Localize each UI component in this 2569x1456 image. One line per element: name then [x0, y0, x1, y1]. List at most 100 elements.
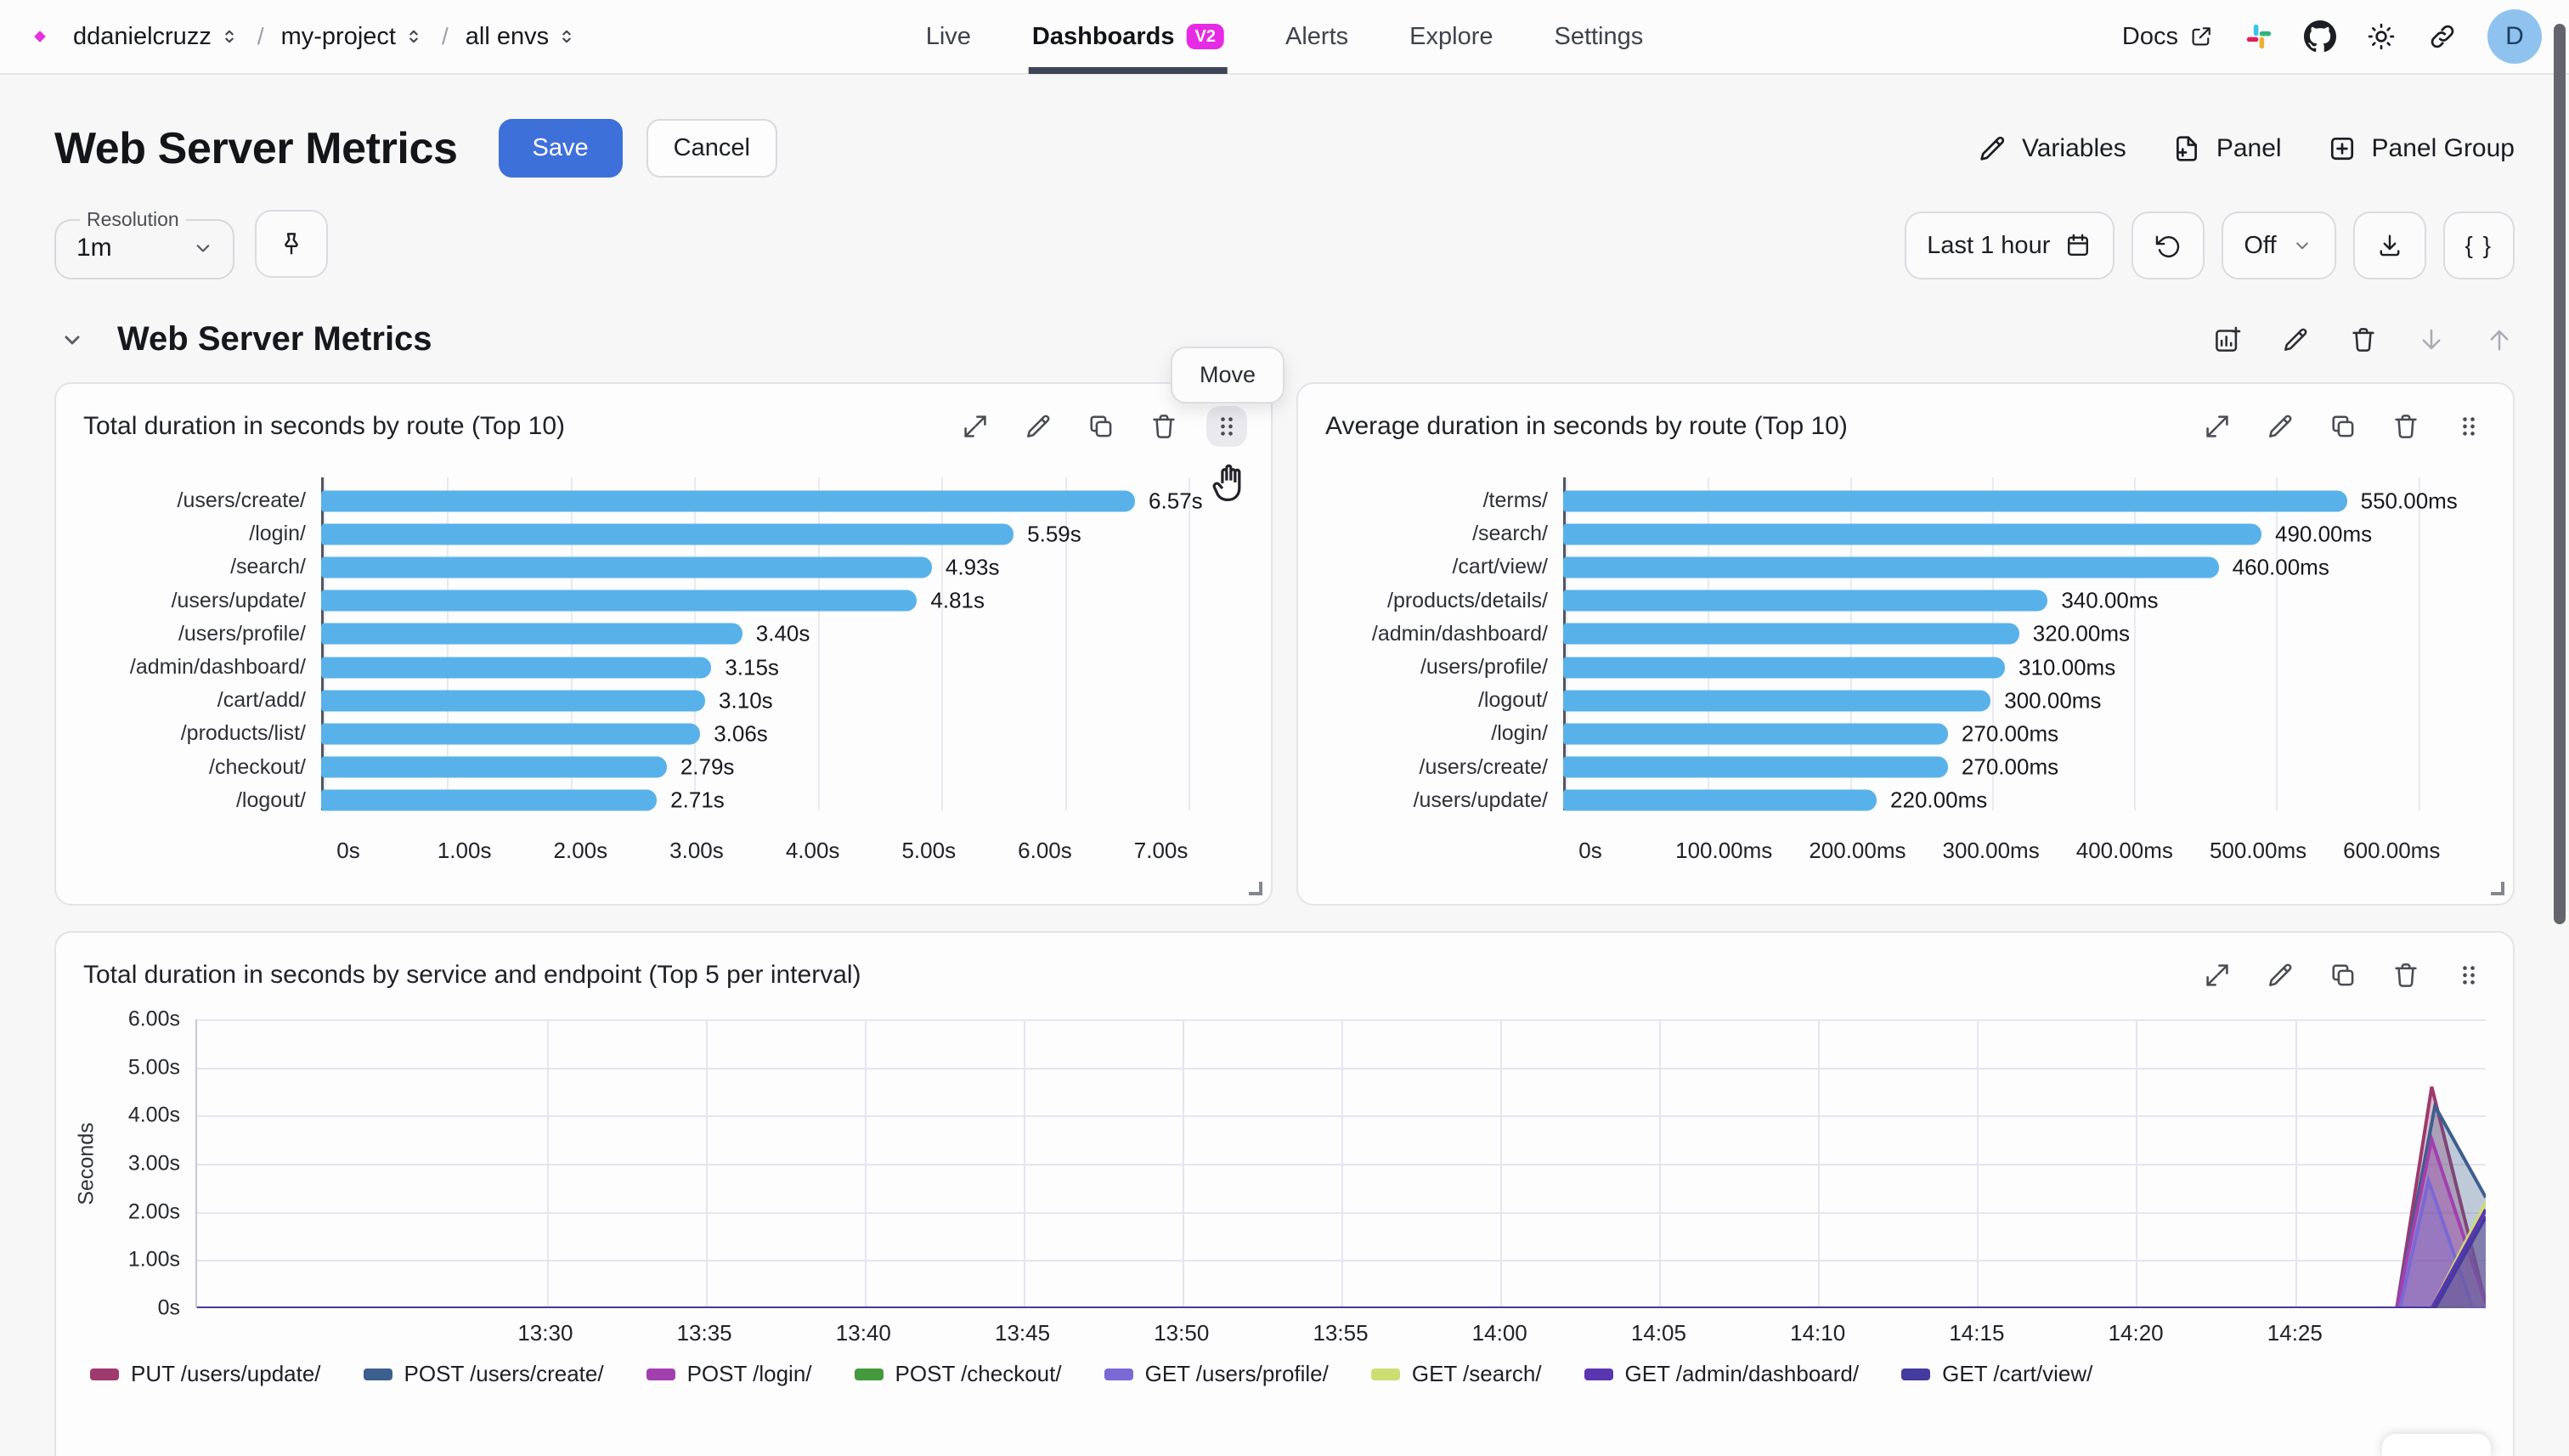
docs-link[interactable]: Docs [2122, 23, 2214, 51]
duplicate-icon [1086, 411, 1116, 442]
bar[interactable] [321, 556, 932, 578]
add-panel-button[interactable]: Panel [2171, 133, 2282, 165]
legend-item[interactable]: POST /users/create/ [363, 1361, 604, 1387]
bar[interactable] [321, 756, 667, 778]
bar[interactable] [1563, 756, 1948, 778]
add-chart-button[interactable] [2212, 324, 2243, 355]
duplicate-button[interactable] [2323, 955, 2363, 996]
bar[interactable] [1563, 723, 1948, 745]
tab-live[interactable]: Live [926, 0, 971, 74]
move-up-button[interactable] [2484, 324, 2515, 355]
bar[interactable] [1563, 523, 2261, 545]
edit-button[interactable] [2260, 406, 2301, 447]
duplicate-button[interactable] [2323, 406, 2363, 447]
bar-category-label: /cart/add/ [217, 688, 306, 713]
tab-alerts[interactable]: Alerts [1285, 0, 1348, 74]
resolution-select[interactable]: Resolution 1m [54, 208, 234, 279]
download-button[interactable] [2352, 212, 2426, 279]
legend-item[interactable]: GET /users/profile/ [1104, 1361, 1329, 1387]
legend-item[interactable]: GET /cart/view/ [1901, 1361, 2092, 1387]
bar[interactable] [321, 690, 706, 712]
bar[interactable] [1563, 623, 2019, 645]
bar-row: /admin/dashboard/3.15s [83, 651, 1240, 684]
refresh-button[interactable] [2131, 212, 2205, 279]
drag-handle-button[interactable] [1206, 406, 1247, 447]
bar-track: 320.00ms [1563, 618, 2482, 651]
resolution-label: Resolution [87, 208, 179, 230]
duplicate-button[interactable] [1081, 406, 1121, 447]
theme-toggle-button[interactable] [2365, 20, 2397, 53]
tab-label: Alerts [1285, 22, 1349, 50]
bar[interactable] [321, 490, 1136, 512]
breadcrumb-org[interactable]: ddanielcruzz [73, 23, 240, 51]
bar-value-label: 270.00ms [1961, 720, 2059, 747]
save-button[interactable]: Save [498, 119, 623, 178]
slack-icon [2243, 20, 2275, 53]
expand-button[interactable] [2197, 955, 2238, 996]
move-down-button[interactable] [2416, 324, 2447, 355]
delete-button[interactable] [2386, 406, 2426, 447]
drag-handle-button[interactable] [2448, 955, 2489, 996]
auto-refresh-select[interactable]: Off [2222, 212, 2336, 279]
slack-button[interactable] [2243, 20, 2275, 53]
github-button[interactable] [2304, 20, 2336, 53]
duplicate-icon [2328, 960, 2358, 990]
breadcrumb-project-label: my-project [280, 22, 396, 50]
bar-track: 270.00ms [1563, 751, 2482, 784]
bar[interactable] [1563, 690, 1991, 712]
bar[interactable] [321, 657, 712, 679]
resize-handle[interactable] [1249, 882, 1262, 895]
legend-item[interactable]: GET /search/ [1370, 1361, 1542, 1387]
json-view-button[interactable]: { } [2442, 212, 2515, 279]
cancel-button[interactable]: Cancel [646, 119, 777, 178]
add-panel-group-button[interactable]: Panel Group [2326, 133, 2515, 165]
bar[interactable] [1563, 590, 2048, 612]
gridline [864, 1019, 867, 1308]
legend-item[interactable]: POST /login/ [646, 1361, 812, 1387]
breadcrumb-env-label: all envs [465, 22, 550, 50]
breadcrumb-environment[interactable]: all envs [466, 23, 578, 51]
expand-button[interactable] [955, 406, 996, 447]
series-line [197, 1202, 2486, 1308]
panel-average-duration-by-route: Average duration in seconds by route (To… [1296, 382, 2515, 906]
avatar[interactable]: D [2487, 9, 2542, 64]
tab-settings[interactable]: Settings [1554, 0, 1643, 74]
bar-category-label: /checkout/ [209, 754, 306, 779]
delete-button[interactable] [1143, 406, 1184, 447]
delete-button[interactable] [2386, 955, 2426, 996]
tab-explore[interactable]: Explore [1409, 0, 1493, 74]
bar[interactable] [1563, 490, 2347, 512]
edit-button[interactable] [2280, 324, 2311, 355]
bar[interactable] [321, 789, 658, 811]
expand-button[interactable] [2197, 406, 2238, 447]
x-tick-label: 5.00s [901, 837, 957, 863]
bar[interactable] [321, 723, 701, 745]
vertical-scrollbar-thumb[interactable] [2554, 24, 2566, 924]
edit-button[interactable] [1018, 406, 1059, 447]
time-range-button[interactable]: Last 1 hour [1905, 212, 2115, 279]
share-link-button[interactable] [2426, 20, 2459, 53]
tab-dashboards[interactable]: Dashboards V2 [1028, 0, 1228, 74]
bar[interactable] [1563, 789, 1877, 811]
edit-button[interactable] [2260, 955, 2301, 996]
gridline [1818, 1019, 1821, 1308]
pin-button[interactable] [255, 210, 328, 278]
title-actions: Variables Panel Panel Group [1976, 133, 2515, 165]
breadcrumb-project[interactable]: my-project [281, 23, 425, 51]
delete-button[interactable] [2348, 324, 2379, 355]
bar[interactable] [1563, 657, 2006, 679]
bar[interactable] [321, 623, 742, 645]
bar[interactable] [321, 523, 1014, 545]
bar-track: 270.00ms [1563, 717, 2482, 750]
variables-button[interactable]: Variables [1976, 133, 2126, 165]
collapse-group-button[interactable] [54, 322, 90, 358]
legend-item[interactable]: POST /checkout/ [854, 1361, 1062, 1387]
horizontal-scrollbar-corner[interactable] [2382, 1434, 2491, 1456]
bar[interactable] [1563, 556, 2219, 578]
legend-item[interactable]: PUT /users/update/ [90, 1361, 321, 1387]
drag-handle-button[interactable] [2448, 406, 2489, 447]
legend-item[interactable]: GET /admin/dashboard/ [1584, 1361, 1859, 1387]
x-axis: 13:30 13:35 13:40 13:45 13:50 13:55 14:00 14:05… [195, 1308, 2486, 1349]
bar[interactable] [321, 590, 918, 612]
resize-handle[interactable] [2491, 882, 2504, 895]
